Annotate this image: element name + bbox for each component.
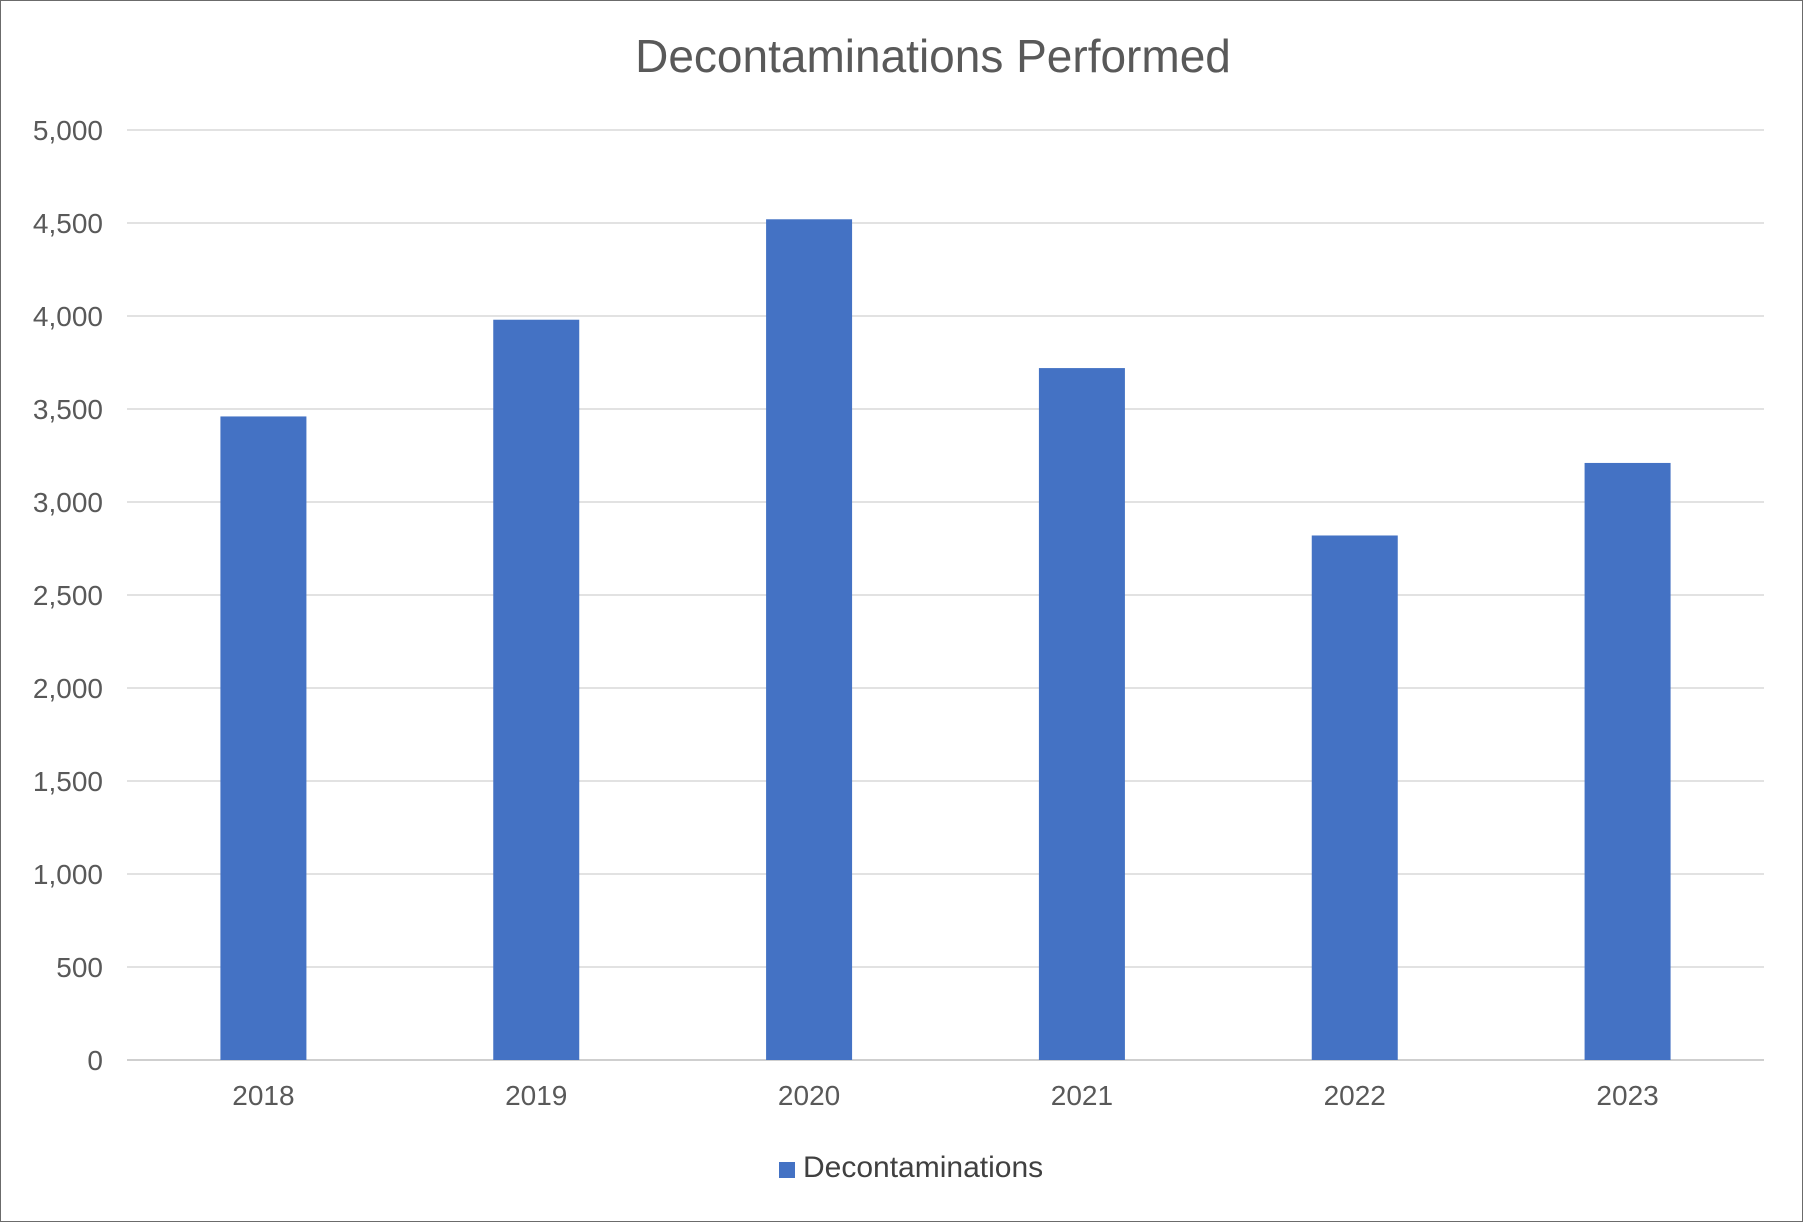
legend-label: Decontaminations bbox=[803, 1151, 1043, 1184]
x-axis-ticks: 2018 2019 2020 2021 2022 2023 bbox=[232, 1080, 1658, 1111]
x-tick-label: 2021 bbox=[1051, 1080, 1113, 1111]
bar-2019 bbox=[493, 319, 580, 1061]
bar-2021 bbox=[1038, 368, 1125, 1061]
x-tick-label: 2018 bbox=[232, 1080, 294, 1111]
y-tick-label: 500 bbox=[56, 952, 103, 983]
y-tick-label: 3,000 bbox=[33, 487, 103, 518]
bar-2022 bbox=[1311, 535, 1398, 1060]
chart-title: Decontaminations Performed bbox=[635, 30, 1231, 82]
y-tick-label: 2,000 bbox=[33, 673, 103, 704]
bars bbox=[220, 219, 1671, 1061]
x-tick-label: 2022 bbox=[1324, 1080, 1386, 1111]
bar-2020 bbox=[766, 219, 853, 1060]
x-tick-label: 2020 bbox=[778, 1080, 840, 1111]
legend: Decontaminations bbox=[779, 1151, 1043, 1184]
gridlines bbox=[127, 129, 1764, 1061]
y-tick-label: 0 bbox=[87, 1045, 103, 1076]
y-tick-label: 3,500 bbox=[33, 394, 103, 425]
y-tick-label: 4,500 bbox=[33, 208, 103, 239]
bar-2023 bbox=[1584, 462, 1671, 1060]
y-tick-label: 1,500 bbox=[33, 766, 103, 797]
y-tick-label: 1,000 bbox=[33, 859, 103, 890]
y-tick-label: 5,000 bbox=[33, 115, 103, 146]
x-tick-label: 2019 bbox=[505, 1080, 567, 1111]
y-tick-label: 4,000 bbox=[33, 301, 103, 332]
y-axis-ticks: 0 500 1,000 1,500 2,000 2,500 3,000 3,500 4,000 4… bbox=[33, 115, 103, 1076]
x-tick-label: 2023 bbox=[1596, 1080, 1658, 1111]
legend-swatch bbox=[779, 1162, 795, 1178]
bar-2018 bbox=[220, 416, 307, 1060]
y-tick-label: 2,500 bbox=[33, 580, 103, 611]
